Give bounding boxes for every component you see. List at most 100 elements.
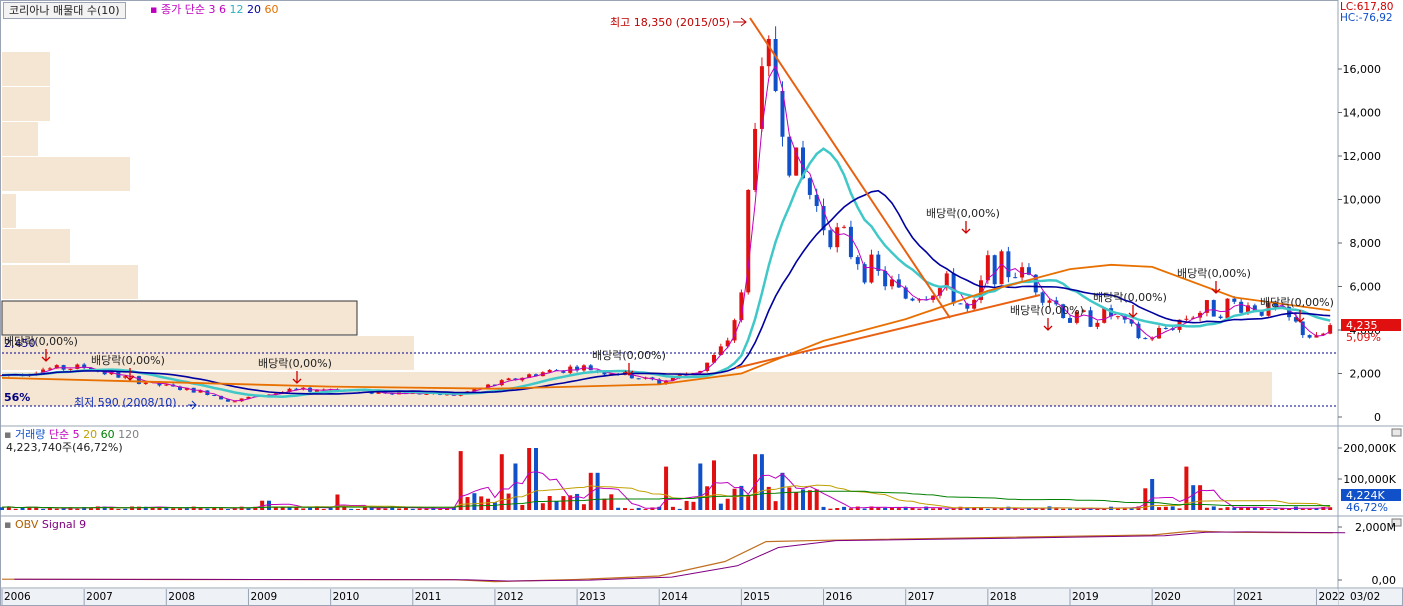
ma-legend[interactable]: ▪ 종가 단순 3 6 12 20 60 bbox=[150, 3, 278, 17]
price-tick-label: 14,000 bbox=[1343, 107, 1382, 120]
candle-body bbox=[1252, 305, 1257, 312]
volume-bar bbox=[1026, 508, 1031, 510]
candle-body bbox=[123, 376, 128, 378]
candle-body bbox=[1287, 306, 1292, 318]
candle-body bbox=[0, 375, 4, 377]
volume-bar bbox=[267, 500, 271, 510]
x-axis-band bbox=[1, 589, 1338, 605]
volume-bar bbox=[862, 508, 867, 510]
volume-bar bbox=[1129, 508, 1134, 510]
candle-body bbox=[807, 178, 812, 195]
volume-bar bbox=[232, 508, 237, 510]
candle-body bbox=[1102, 308, 1107, 323]
volume-bar bbox=[1211, 506, 1216, 510]
ma-legend-marker: ▪ bbox=[150, 3, 158, 16]
volume-bar bbox=[1225, 507, 1230, 510]
volume-bar bbox=[1020, 509, 1025, 510]
volume-bar bbox=[335, 494, 340, 510]
volume-bar bbox=[1033, 508, 1038, 510]
volume-bar bbox=[1177, 508, 1182, 510]
volume-bar bbox=[219, 508, 224, 510]
current-price-text: 4,235 bbox=[1346, 319, 1378, 332]
volume-bar bbox=[1163, 506, 1168, 510]
volume-bar bbox=[1184, 466, 1189, 510]
left-level-label-bottom: 56% bbox=[4, 391, 30, 404]
candle-body bbox=[561, 370, 566, 373]
candle-body bbox=[999, 251, 1004, 285]
candle-body bbox=[801, 147, 805, 179]
volume-profile-bar-0 bbox=[2, 52, 50, 86]
candle-body bbox=[759, 66, 764, 129]
volume-bar bbox=[445, 508, 449, 510]
volume-bar bbox=[41, 508, 46, 510]
volume-bar bbox=[677, 508, 682, 510]
volume-bar bbox=[328, 507, 333, 510]
volume-bar bbox=[376, 507, 381, 510]
volume-legend-marker: ▪ bbox=[4, 428, 12, 441]
volume-bar bbox=[992, 508, 997, 510]
volume-bar bbox=[1102, 508, 1107, 510]
volume-bar bbox=[472, 493, 477, 510]
volume-bar bbox=[75, 508, 80, 510]
volume-bar bbox=[869, 506, 874, 510]
volume-bar bbox=[1314, 508, 1319, 510]
volume-bar bbox=[1095, 508, 1100, 510]
x-tick-label: 2007 bbox=[86, 591, 113, 603]
volume-bar bbox=[759, 454, 764, 510]
volume-legend-period-5: 5 bbox=[72, 428, 80, 441]
dividend-annotation-7: 배당락(0,00%) bbox=[1260, 296, 1334, 309]
volume-bar bbox=[150, 508, 155, 510]
volume-bar bbox=[972, 507, 977, 510]
volume-bar bbox=[581, 504, 586, 510]
dividend-annotation-2: 배당락(0,00%) bbox=[258, 357, 332, 370]
volume-bar bbox=[349, 508, 354, 510]
volume-pct-text: 46,72% bbox=[1346, 501, 1388, 514]
candle-body bbox=[670, 377, 675, 381]
candle-body bbox=[725, 340, 730, 347]
candle-body bbox=[376, 391, 381, 394]
candle-body bbox=[212, 394, 217, 396]
volume-bar bbox=[732, 488, 737, 510]
candle-body bbox=[828, 230, 833, 248]
volume-profile-bar-2 bbox=[2, 122, 38, 156]
volume-bar bbox=[191, 506, 196, 510]
dividend-arrow-icon bbox=[1295, 310, 1305, 323]
volume-bar bbox=[561, 496, 566, 510]
candle-body bbox=[47, 368, 52, 370]
trend-line-up bbox=[735, 294, 1041, 369]
candle-body bbox=[1198, 312, 1203, 318]
dividend-arrow-icon bbox=[125, 368, 135, 381]
candle-body bbox=[903, 287, 908, 299]
volume-bar bbox=[410, 508, 415, 510]
volume-bar bbox=[499, 454, 504, 510]
candle-body bbox=[246, 396, 251, 399]
candle-body bbox=[979, 280, 983, 300]
candle-body bbox=[1300, 321, 1305, 336]
obv-legend[interactable]: ▪ OBV Signal 9 bbox=[4, 518, 86, 532]
chart-title-button[interactable]: 코리아나 매물대 수(10) bbox=[3, 2, 126, 19]
candle-body bbox=[68, 368, 73, 370]
volume-bar bbox=[616, 507, 621, 510]
dividend-arrow-icon bbox=[961, 221, 971, 234]
volume-bar bbox=[486, 498, 491, 510]
candle-body bbox=[547, 369, 552, 373]
candle-body bbox=[506, 378, 511, 381]
volume-bar bbox=[1280, 508, 1285, 510]
dividend-arrow-icon bbox=[292, 371, 302, 384]
candle-body bbox=[1020, 267, 1025, 278]
volume-bar bbox=[807, 490, 812, 510]
volume-bar bbox=[1273, 508, 1278, 510]
candle-body bbox=[1157, 327, 1161, 339]
volume-legend-period-20: 20 bbox=[83, 428, 98, 441]
volume-bar bbox=[821, 506, 826, 510]
volume-bar bbox=[157, 506, 162, 510]
obv-line bbox=[1, 530, 1333, 583]
candle-body bbox=[944, 273, 949, 289]
candle-body bbox=[766, 38, 771, 67]
candle-body bbox=[1047, 300, 1052, 303]
candle-body bbox=[746, 189, 751, 293]
volume-legend[interactable]: ▪ 거래량 단순 5 20 60 120 bbox=[4, 428, 139, 442]
volume-bar bbox=[787, 487, 792, 510]
